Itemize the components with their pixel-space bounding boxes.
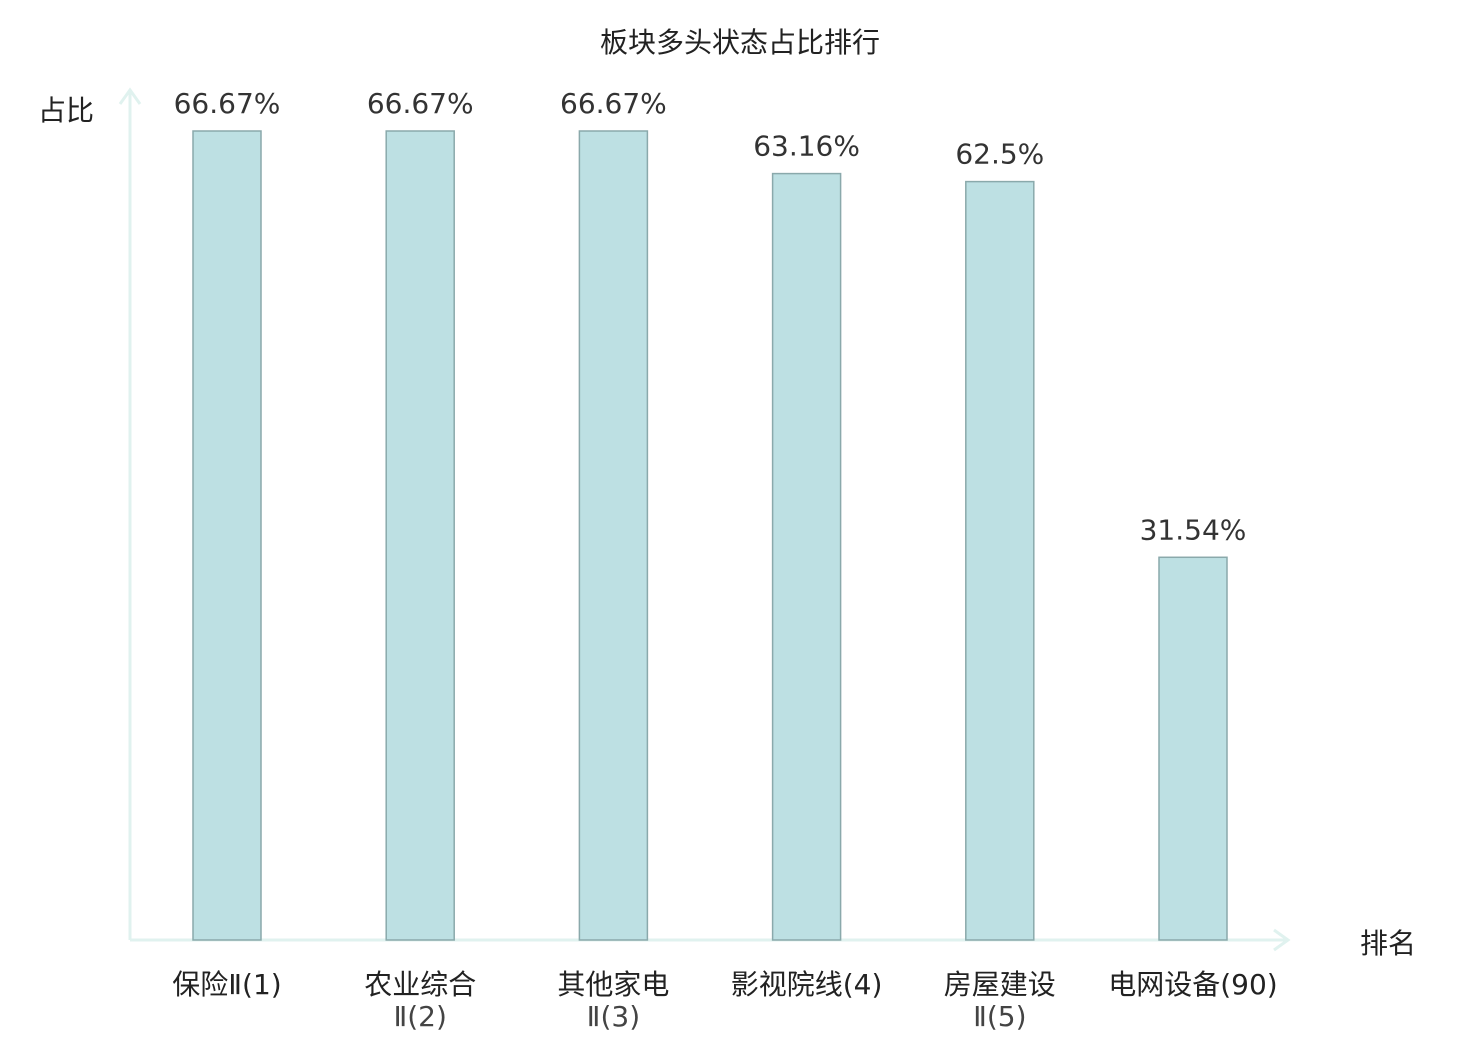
category-label-line2: Ⅱ(3) [587, 1000, 640, 1033]
bar-6 [1158, 556, 1228, 941]
bar-value-label: 31.54% [1140, 513, 1247, 546]
bar-value-label: 63.16% [753, 130, 860, 163]
category-label: 房屋建设 [944, 968, 1056, 1001]
y-axis-label: 占比 [38, 94, 94, 127]
bars-group [192, 130, 1228, 941]
bar-2 [385, 130, 455, 941]
category-label-line2: Ⅱ(5) [973, 1000, 1026, 1033]
y-axis-arrow [118, 87, 142, 105]
bar-value-label: 66.67% [174, 87, 281, 120]
bar-value-label: 66.67% [367, 87, 474, 120]
bar-value-label: 66.67% [560, 87, 667, 120]
chart-title: 板块多头状态占比排行 [600, 26, 880, 59]
value-labels-group: 66.67% 66.67% 66.67% 63.16% 62.5% 31.54% [174, 87, 1247, 546]
category-label: 其他家电 [557, 968, 669, 1001]
bar-1 [192, 130, 262, 941]
category-label: 农业综合 [364, 968, 476, 1001]
bar-3 [578, 130, 649, 941]
bar-value-label: 62.5% [955, 138, 1044, 171]
x-axis-arrow [1273, 928, 1291, 952]
bar-5 [965, 180, 1035, 941]
category-label: 保险Ⅱ(1) [172, 968, 281, 1001]
x-axis-label: 排名 [1360, 927, 1416, 960]
axes [118, 87, 1291, 952]
category-label: 电网设备(90) [1108, 968, 1277, 1001]
category-label: 影视院线(4) [731, 968, 883, 1001]
bar-4 [771, 172, 842, 941]
category-label-line2: Ⅱ(2) [393, 1000, 446, 1033]
